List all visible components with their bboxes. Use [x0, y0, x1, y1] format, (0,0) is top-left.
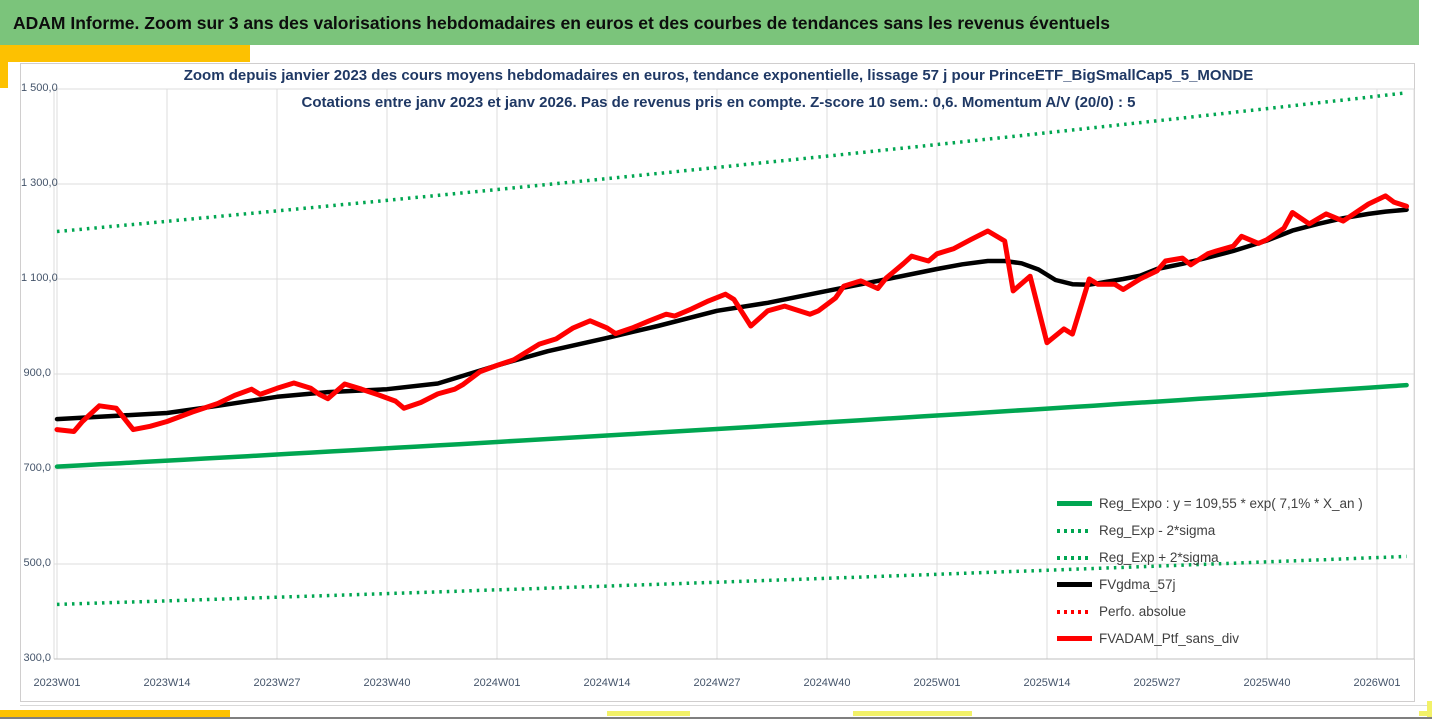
chart-title-line2: Cotations entre janv 2023 et janv 2026. … [301, 94, 1136, 111]
x-axis-label: 2024W01 [473, 677, 521, 689]
legend-item[interactable]: FVgdma_57j [1057, 571, 1402, 598]
sheet-bottom-rule [0, 717, 1432, 719]
legend-label: Reg_Exp + 2*sigma [1099, 550, 1219, 565]
y-axis-label: 1 500,0 [21, 82, 58, 94]
x-axis-label: 2023W40 [363, 677, 411, 689]
solid-line-swatch-icon [1057, 501, 1092, 506]
header-bar: ADAM Informe. Zoom sur 3 ans des valoris… [0, 0, 1419, 45]
x-axis-label: 2024W27 [693, 677, 741, 689]
x-axis-label: 2026W01 [1353, 677, 1401, 689]
y-axis-label: 300,0 [23, 652, 51, 664]
legend-label: Reg_Expo : y = 109,55 * exp( 7,1% * X_an… [1099, 496, 1363, 511]
legend-item[interactable]: FVADAM_Ptf_sans_div [1057, 625, 1402, 652]
gold-highlight-cell-bottom [0, 710, 230, 717]
legend-item[interactable]: Reg_Expo : y = 109,55 * exp( 7,1% * X_an… [1057, 490, 1402, 517]
yellow-highlight-cell-2 [853, 711, 972, 716]
legend-item[interactable]: Reg_Exp - 2*sigma [1057, 517, 1402, 544]
chart-area[interactable]: Zoom depuis janvier 2023 des cours moyen… [20, 63, 1415, 702]
gold-highlight-cell-left [0, 62, 8, 88]
chart-canvas [53, 88, 1415, 660]
legend-item[interactable]: Perfo. absolue [1057, 598, 1402, 625]
y-axis-label: 1 100,0 [21, 272, 58, 284]
series-reg-exp-2-sigma [56, 91, 1407, 234]
y-axis-label: 700,0 [23, 462, 51, 474]
legend-label: Reg_Exp - 2*sigma [1099, 523, 1216, 538]
page-title: ADAM Informe. Zoom sur 3 ans des valoris… [13, 13, 1111, 33]
dotted-line-swatch-icon [1057, 609, 1092, 614]
y-axis-label: 1 300,0 [21, 177, 58, 189]
legend-label: FVgdma_57j [1099, 577, 1176, 592]
x-axis-label: 2023W14 [143, 677, 191, 689]
cell-border-line [20, 705, 1432, 706]
yellow-highlight-cell-1 [607, 711, 690, 716]
solid-line-swatch-icon [1057, 582, 1092, 587]
series-reg-expo-y-109-55-exp-7-1-x-an- [54, 382, 1409, 469]
series-reg-exp-2-sigma [56, 554, 1407, 607]
gold-highlight-cell-top [0, 45, 250, 62]
series-fvadam-ptf-sans-div [54, 193, 1410, 434]
chart-legend[interactable]: Reg_Expo : y = 109,55 * exp( 7,1% * X_an… [1057, 490, 1402, 652]
chart-title-line1: Zoom depuis janvier 2023 des cours moyen… [183, 67, 1254, 84]
solid-line-swatch-icon [1057, 636, 1092, 641]
yellow-highlight-cell-3 [1419, 711, 1432, 716]
dotted-line-swatch-icon [1057, 528, 1092, 533]
x-axis-label: 2023W01 [33, 677, 81, 689]
x-axis-label: 2023W27 [253, 677, 301, 689]
legend-label: FVADAM_Ptf_sans_div [1099, 631, 1240, 646]
x-axis-label: 2025W01 [913, 677, 961, 689]
x-axis-label: 2025W40 [1243, 677, 1291, 689]
y-axis-label: 900,0 [23, 367, 51, 379]
series-fvgdma-57j [54, 207, 1409, 422]
y-axis-label: 500,0 [23, 557, 51, 569]
legend-label: Perfo. absolue [1099, 604, 1187, 619]
yellow-highlight-cell-corner [1427, 701, 1432, 717]
x-axis-label: 2025W27 [1133, 677, 1181, 689]
x-axis-label: 2024W14 [583, 677, 631, 689]
x-axis-label: 2024W40 [803, 677, 851, 689]
dotted-line-swatch-icon [1057, 555, 1092, 560]
legend-item[interactable]: Reg_Exp + 2*sigma [1057, 544, 1402, 571]
x-axis-label: 2025W14 [1023, 677, 1071, 689]
